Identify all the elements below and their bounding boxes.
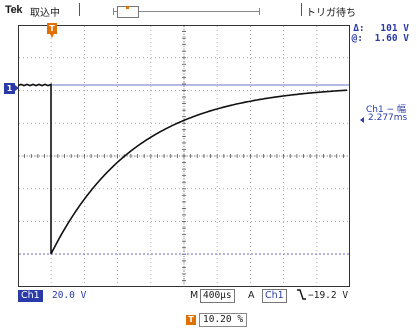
timebase-value[interactable]: 400μs: [200, 289, 235, 303]
at-value: 1.60 V: [374, 33, 409, 44]
timebase-prefix: M: [190, 290, 199, 301]
divider: [79, 3, 80, 16]
brand-logo: Tek: [5, 4, 23, 16]
cursor-value: 2.277ms: [368, 113, 408, 123]
settings-bar: Ch1 20.0 V M 400μs A Ch1 −19.2 V: [0, 288, 417, 306]
record-length-bar: [113, 8, 260, 15]
horizontal-position-value[interactable]: 10.20 %: [199, 313, 248, 327]
acquisition-state: 取込中: [30, 8, 60, 19]
trigger-state: トリガ待ち: [306, 8, 356, 19]
horizontal-position-marker: T: [186, 315, 196, 325]
waveform-display[interactable]: [18, 25, 350, 287]
trigger-prefix: A: [248, 290, 255, 301]
record-start-cap: [113, 8, 114, 15]
falling-edge-icon: [297, 289, 306, 303]
trigger-level[interactable]: −19.2 V: [308, 290, 349, 301]
cursor-arrow-icon: [360, 117, 364, 123]
status-bar: Tek 取込中 トリガ待ち: [0, 0, 417, 22]
at-symbol: @:: [351, 33, 363, 44]
trigger-position-marker: T: [47, 23, 57, 38]
record-position-dot: [126, 6, 129, 9]
waveform-trace: [18, 83, 348, 255]
falling-edge-glyph: [297, 289, 306, 300]
delta-value: 101 V: [380, 23, 409, 34]
channel-badge[interactable]: Ch1: [18, 290, 43, 302]
record-window[interactable]: [117, 6, 139, 18]
divider: [301, 3, 302, 16]
at-readout: @: 1.60 V: [351, 33, 409, 44]
delta-readout: Δ: 101 V: [353, 23, 409, 34]
delta-symbol: Δ:: [353, 23, 365, 34]
trigger-source[interactable]: Ch1: [262, 289, 287, 303]
cursor-label: Ch1 − 幅: [366, 105, 406, 115]
volts-per-div[interactable]: 20.0 V: [52, 290, 87, 301]
channel-1-marker[interactable]: 1: [4, 83, 19, 94]
record-end-cap: [259, 8, 260, 15]
